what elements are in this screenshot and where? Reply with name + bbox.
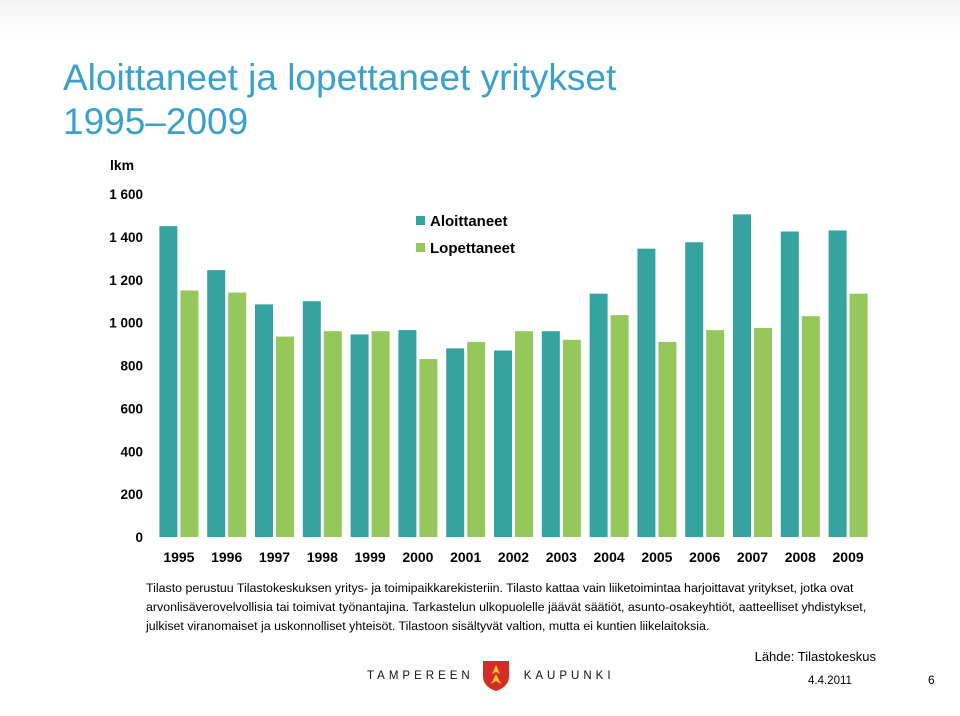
x-tick-label: 2001 [450,549,481,565]
logo-text-left: TAMPEREEN [367,670,474,682]
source-label: Lähde: Tilastokeskus [754,649,876,664]
x-tick-label: 1995 [163,549,194,565]
bar-aloittaneet-2007 [733,214,751,537]
slide-title: Aloittaneet ja lopettaneet yritykset 199… [63,56,616,144]
x-tick-label: 2005 [641,549,672,565]
bar-lopettaneet-1997 [276,336,294,537]
bar-aloittaneet-2008 [780,231,799,537]
x-tick-label: 2008 [785,549,816,565]
y-tick-label: 800 [120,359,143,374]
bar-aloittaneet-2000 [398,330,417,537]
slide-title-line1: Aloittaneet ja lopettaneet yritykset [63,57,617,98]
bar-lopettaneet-2001 [467,341,486,537]
bars [159,214,868,537]
bar-lopettaneet-2007 [754,327,772,537]
bar-lopettaneet-2005 [658,341,677,537]
page-number: 6 [928,673,935,687]
logo-text-right: KAUPUNKI [523,670,615,682]
legend-swatch-lopettaneet [416,243,425,252]
top-band [0,0,960,38]
tampere-logo: TAMPEREEN KAUPUNKI [367,661,615,691]
note-text: Tilasto perustuu Tilastokeskuksen yritys… [146,581,867,633]
bar-aloittaneet-1999 [350,334,369,537]
bar-aloittaneet-2003 [541,331,560,537]
bar-aloittaneet-2002 [494,350,512,537]
bar-lopettaneet-2008 [801,316,820,537]
y-tick-label: 600 [120,401,143,416]
bar-lopettaneet-2009 [849,293,868,537]
bar-aloittaneet-2009 [828,230,847,537]
bar-lopettaneet-1995 [180,290,199,537]
x-tick-label: 2000 [402,549,433,565]
slide-title-line2: 1995–2009 [63,101,249,142]
y-tick-label: 0 [135,530,143,545]
legend-label-lopettaneet: Lopettaneet [430,240,515,257]
bar-lopettaneet-1999 [371,331,390,537]
bar-aloittaneet-2001 [446,348,465,537]
x-tick-label: 2009 [833,549,864,565]
x-tick-label: 2002 [498,549,529,565]
y-axis-title: lkm [110,157,134,173]
notes: Tilasto perustuu Tilastokeskuksen yritys… [146,579,886,636]
bar-aloittaneet-1995 [159,226,178,537]
bar-lopettaneet-1996 [228,292,247,537]
bar-lopettaneet-2006 [706,330,725,537]
bar-lopettaneet-1998 [323,331,342,537]
bar-chart: lkm 0 200 400 600 800 1 000 1 200 1 400 1 600 199… [109,157,872,565]
x-tick-label: 2003 [546,549,577,565]
y-tick-label: 1 200 [109,273,143,288]
bar-aloittaneet-2005 [637,248,656,537]
bar-aloittaneet-1998 [302,301,321,537]
legend-label-aloittaneet: Aloittaneet [430,213,508,230]
y-tick-label: 1 000 [109,316,143,331]
y-tick-label: 1 400 [109,230,143,245]
footer-date: 4.4.2011 [808,675,852,687]
y-axis: lkm 0 200 400 600 800 1 000 1 200 1 400 1 600 [109,157,143,545]
y-tick-label: 400 [120,444,143,459]
bar-lopettaneet-2004 [610,315,629,537]
plot-area [155,192,872,537]
x-tick-label: 2004 [594,549,625,565]
y-tick-label: 1 600 [109,187,143,202]
x-tick-label: 2006 [689,549,720,565]
bar-aloittaneet-2004 [589,293,608,537]
x-tick-label: 1997 [259,549,290,565]
y-tick-label: 200 [120,487,143,502]
x-tick-label: 2007 [737,549,768,565]
bar-aloittaneet-2006 [685,242,704,537]
x-axis: 1995 1996 1997 1998 1999 2000 2001 2002 2003 2004… [163,549,864,565]
bar-lopettaneet-2002 [515,331,533,537]
bar-aloittaneet-1996 [207,270,226,537]
tampere-coat-of-arms-icon [482,661,509,691]
x-tick-label: 1998 [307,549,338,565]
x-tick-label: 1999 [355,549,386,565]
bar-lopettaneet-2000 [419,359,438,537]
legend-swatch-aloittaneet [416,216,425,225]
x-tick-label: 1996 [211,549,242,565]
bar-aloittaneet-1997 [255,304,273,537]
legend: Aloittaneet Lopettaneet [416,213,515,257]
bar-lopettaneet-2003 [562,339,581,537]
